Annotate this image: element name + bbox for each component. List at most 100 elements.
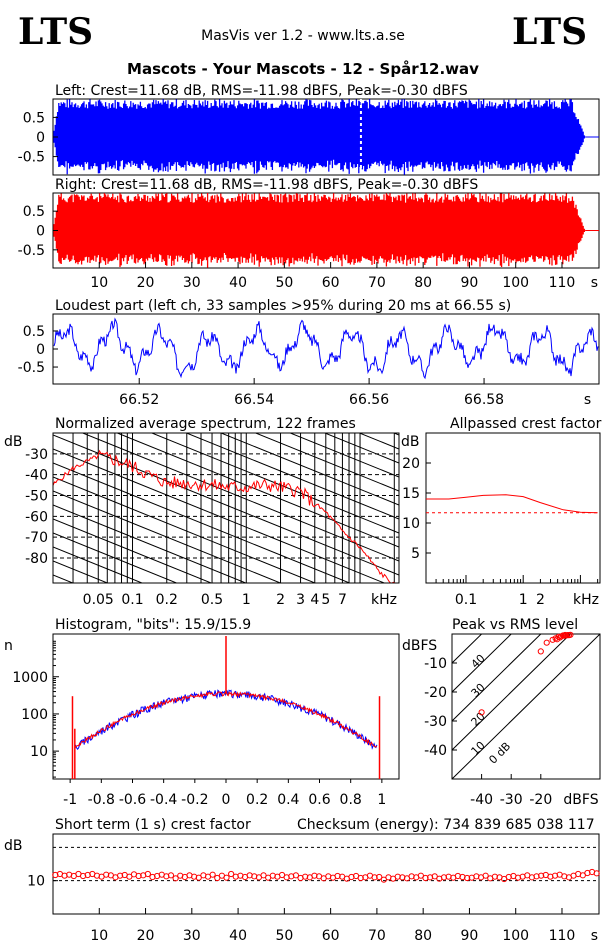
loudest-xtick-label: 66.58 xyxy=(464,392,504,408)
spectrum-xtick-label: 3 xyxy=(296,592,305,608)
right-ytick-label: -0.5 xyxy=(18,243,45,259)
right-xtick-label: 100 xyxy=(502,275,529,291)
peak-rms-ytick-label: -10 xyxy=(424,656,447,672)
allpassed-ytick-label: 5 xyxy=(411,546,420,562)
spectrum-xtick-label: 4 xyxy=(310,592,319,608)
allpassed-xtick-label: 0.1 xyxy=(455,592,477,608)
allpassed-ytick-label: 10 xyxy=(402,516,420,532)
right-xtick-label: 30 xyxy=(183,275,201,291)
right-xtick-label: 40 xyxy=(229,275,247,291)
short-crest-point xyxy=(593,870,600,877)
right-xtick-label: 10 xyxy=(90,275,108,291)
short-crest-point xyxy=(422,874,429,882)
spectrum-slope-line xyxy=(53,532,178,583)
right-ytick-label: 0 xyxy=(36,224,45,240)
spectrum-grid xyxy=(53,433,399,583)
spectrum-curve xyxy=(53,449,398,583)
spectrum-ytick-label: -50 xyxy=(25,489,48,505)
peak-rms-point xyxy=(549,636,556,643)
app-version: MasVis ver 1.2 - www.lts.a.se xyxy=(201,28,405,44)
spectrum-slope-line xyxy=(53,462,351,583)
short-crest-point xyxy=(292,872,300,879)
spectrum-slope-line xyxy=(219,433,399,506)
histogram-ytick-label: 100 xyxy=(21,707,48,723)
short-crest-point xyxy=(103,871,110,878)
short-crest-point xyxy=(482,872,489,879)
peak-rms-xtick-label: -20 xyxy=(529,792,552,808)
file-title: Mascots - Your Mascots - 12 - Spår12.wav xyxy=(127,60,479,78)
allpassed-xtick-label: kHz xyxy=(573,592,599,608)
short-crest-point xyxy=(223,874,230,881)
peak-rms-ytick-label: -30 xyxy=(424,714,447,730)
allpassed-ytick-label: 20 xyxy=(402,456,420,472)
spectrum-xtick-label: 0.1 xyxy=(121,592,143,608)
short-crest-point xyxy=(394,873,401,880)
peak_vs_rms-title: Peak vs RMS level xyxy=(452,617,578,633)
allpassed-ytick-label: 15 xyxy=(402,486,420,502)
allpassed-xtick-label: 2 xyxy=(536,592,545,608)
short-crest-ytick-label: 10 xyxy=(27,874,45,890)
spectrum-title: Normalized average spectrum, 122 frames xyxy=(55,416,356,432)
right-waveform xyxy=(53,193,586,268)
allpassed-xtick-label: 1 xyxy=(519,592,528,608)
spectrum-slope-line xyxy=(288,433,399,478)
short-crest-point xyxy=(228,870,235,878)
right-xtick-label: 70 xyxy=(368,275,386,291)
histogram-xtick-label: -0.2 xyxy=(181,792,208,808)
peak-rms-point xyxy=(561,631,569,639)
short-crest-point xyxy=(538,872,545,879)
spectrum-xtick-label: 0.2 xyxy=(156,592,178,608)
right-ytick-label: 0.5 xyxy=(23,204,45,220)
loudest-ytick-label: 0 xyxy=(36,342,45,358)
left-waveform xyxy=(53,99,586,175)
peak-rms-diag-label: 40 xyxy=(469,652,488,671)
short-crest-point xyxy=(144,870,151,878)
short-crest-point xyxy=(311,872,318,879)
spectrum-ytick-label: -80 xyxy=(25,551,48,567)
spectrum-ytick-label: -30 xyxy=(25,447,48,463)
short-crest-point xyxy=(334,872,341,880)
short_crest-ylabel: dB xyxy=(4,838,23,854)
peak_vs_rms-frame xyxy=(451,633,601,780)
loudest-xtick-label: s xyxy=(584,392,591,408)
peak-rms-point xyxy=(553,636,561,643)
peak-rms-xlabel: dBFS xyxy=(563,792,598,808)
spectrum-ytick-label: -40 xyxy=(25,468,48,484)
histogram-xtick-label: 1 xyxy=(377,792,386,808)
spectrum-xtick-label: 7 xyxy=(338,592,347,608)
short-crest-point xyxy=(440,874,448,881)
short_crest-title: Short term (1 s) crest factor xyxy=(55,817,251,833)
spectrum-ytick-label: -70 xyxy=(25,530,48,546)
right-title: Right: Crest=11.68 dB, RMS=-11.98 dBFS, … xyxy=(55,177,478,193)
histogram-title: Histogram, "bits": 15.9/15.9 xyxy=(55,617,251,633)
short-crest-xtick-label: 70 xyxy=(368,928,386,944)
left-ytick-label: 0.5 xyxy=(23,110,45,126)
short-crest-xtick-label: s xyxy=(591,928,598,944)
short-crest-point xyxy=(116,872,124,879)
short_crest-frame xyxy=(52,833,600,915)
logo-left: LTS xyxy=(18,11,93,53)
short-crest-xtick-label: 60 xyxy=(322,928,340,944)
spectrum-frame xyxy=(52,432,400,584)
right-xtick-label: 60 xyxy=(322,275,340,291)
peak-rms-diagonal xyxy=(452,634,483,664)
histogram-ylabel: n xyxy=(4,638,13,654)
spectrum-slope-line xyxy=(115,433,399,548)
histogram-xtick-label: -0.4 xyxy=(150,792,177,808)
loudest-waveform xyxy=(53,317,599,380)
histogram-ytick-label: 1000 xyxy=(12,670,48,686)
short-crest-point xyxy=(135,872,142,880)
peak-rms-diagonal xyxy=(452,634,542,722)
spectrum-slope-line xyxy=(323,433,399,464)
loudest-xtick-label: 66.54 xyxy=(234,392,274,408)
logo-right: LTS xyxy=(512,11,587,53)
spectrum-slope-line xyxy=(53,518,213,583)
peak-rms-diag-label: 20 xyxy=(469,710,488,729)
histogram-xtick-label: -0.8 xyxy=(88,792,115,808)
short-crest-point xyxy=(357,874,364,882)
right-xtick-label: 80 xyxy=(414,275,432,291)
spectrum-ylabel: dB xyxy=(4,434,23,450)
peak-rms-xtick-label: -30 xyxy=(500,792,523,808)
histogram-xtick-label: 0.2 xyxy=(246,792,268,808)
peak-rms-diagonals xyxy=(452,634,600,779)
